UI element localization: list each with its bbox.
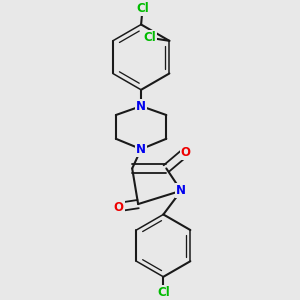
Text: Cl: Cl (136, 2, 149, 15)
Text: O: O (114, 200, 124, 214)
Text: N: N (176, 184, 186, 197)
Text: Cl: Cl (157, 286, 170, 299)
Text: O: O (181, 146, 190, 159)
Text: Cl: Cl (144, 32, 157, 44)
Text: N: N (136, 100, 146, 112)
Text: N: N (136, 143, 146, 156)
